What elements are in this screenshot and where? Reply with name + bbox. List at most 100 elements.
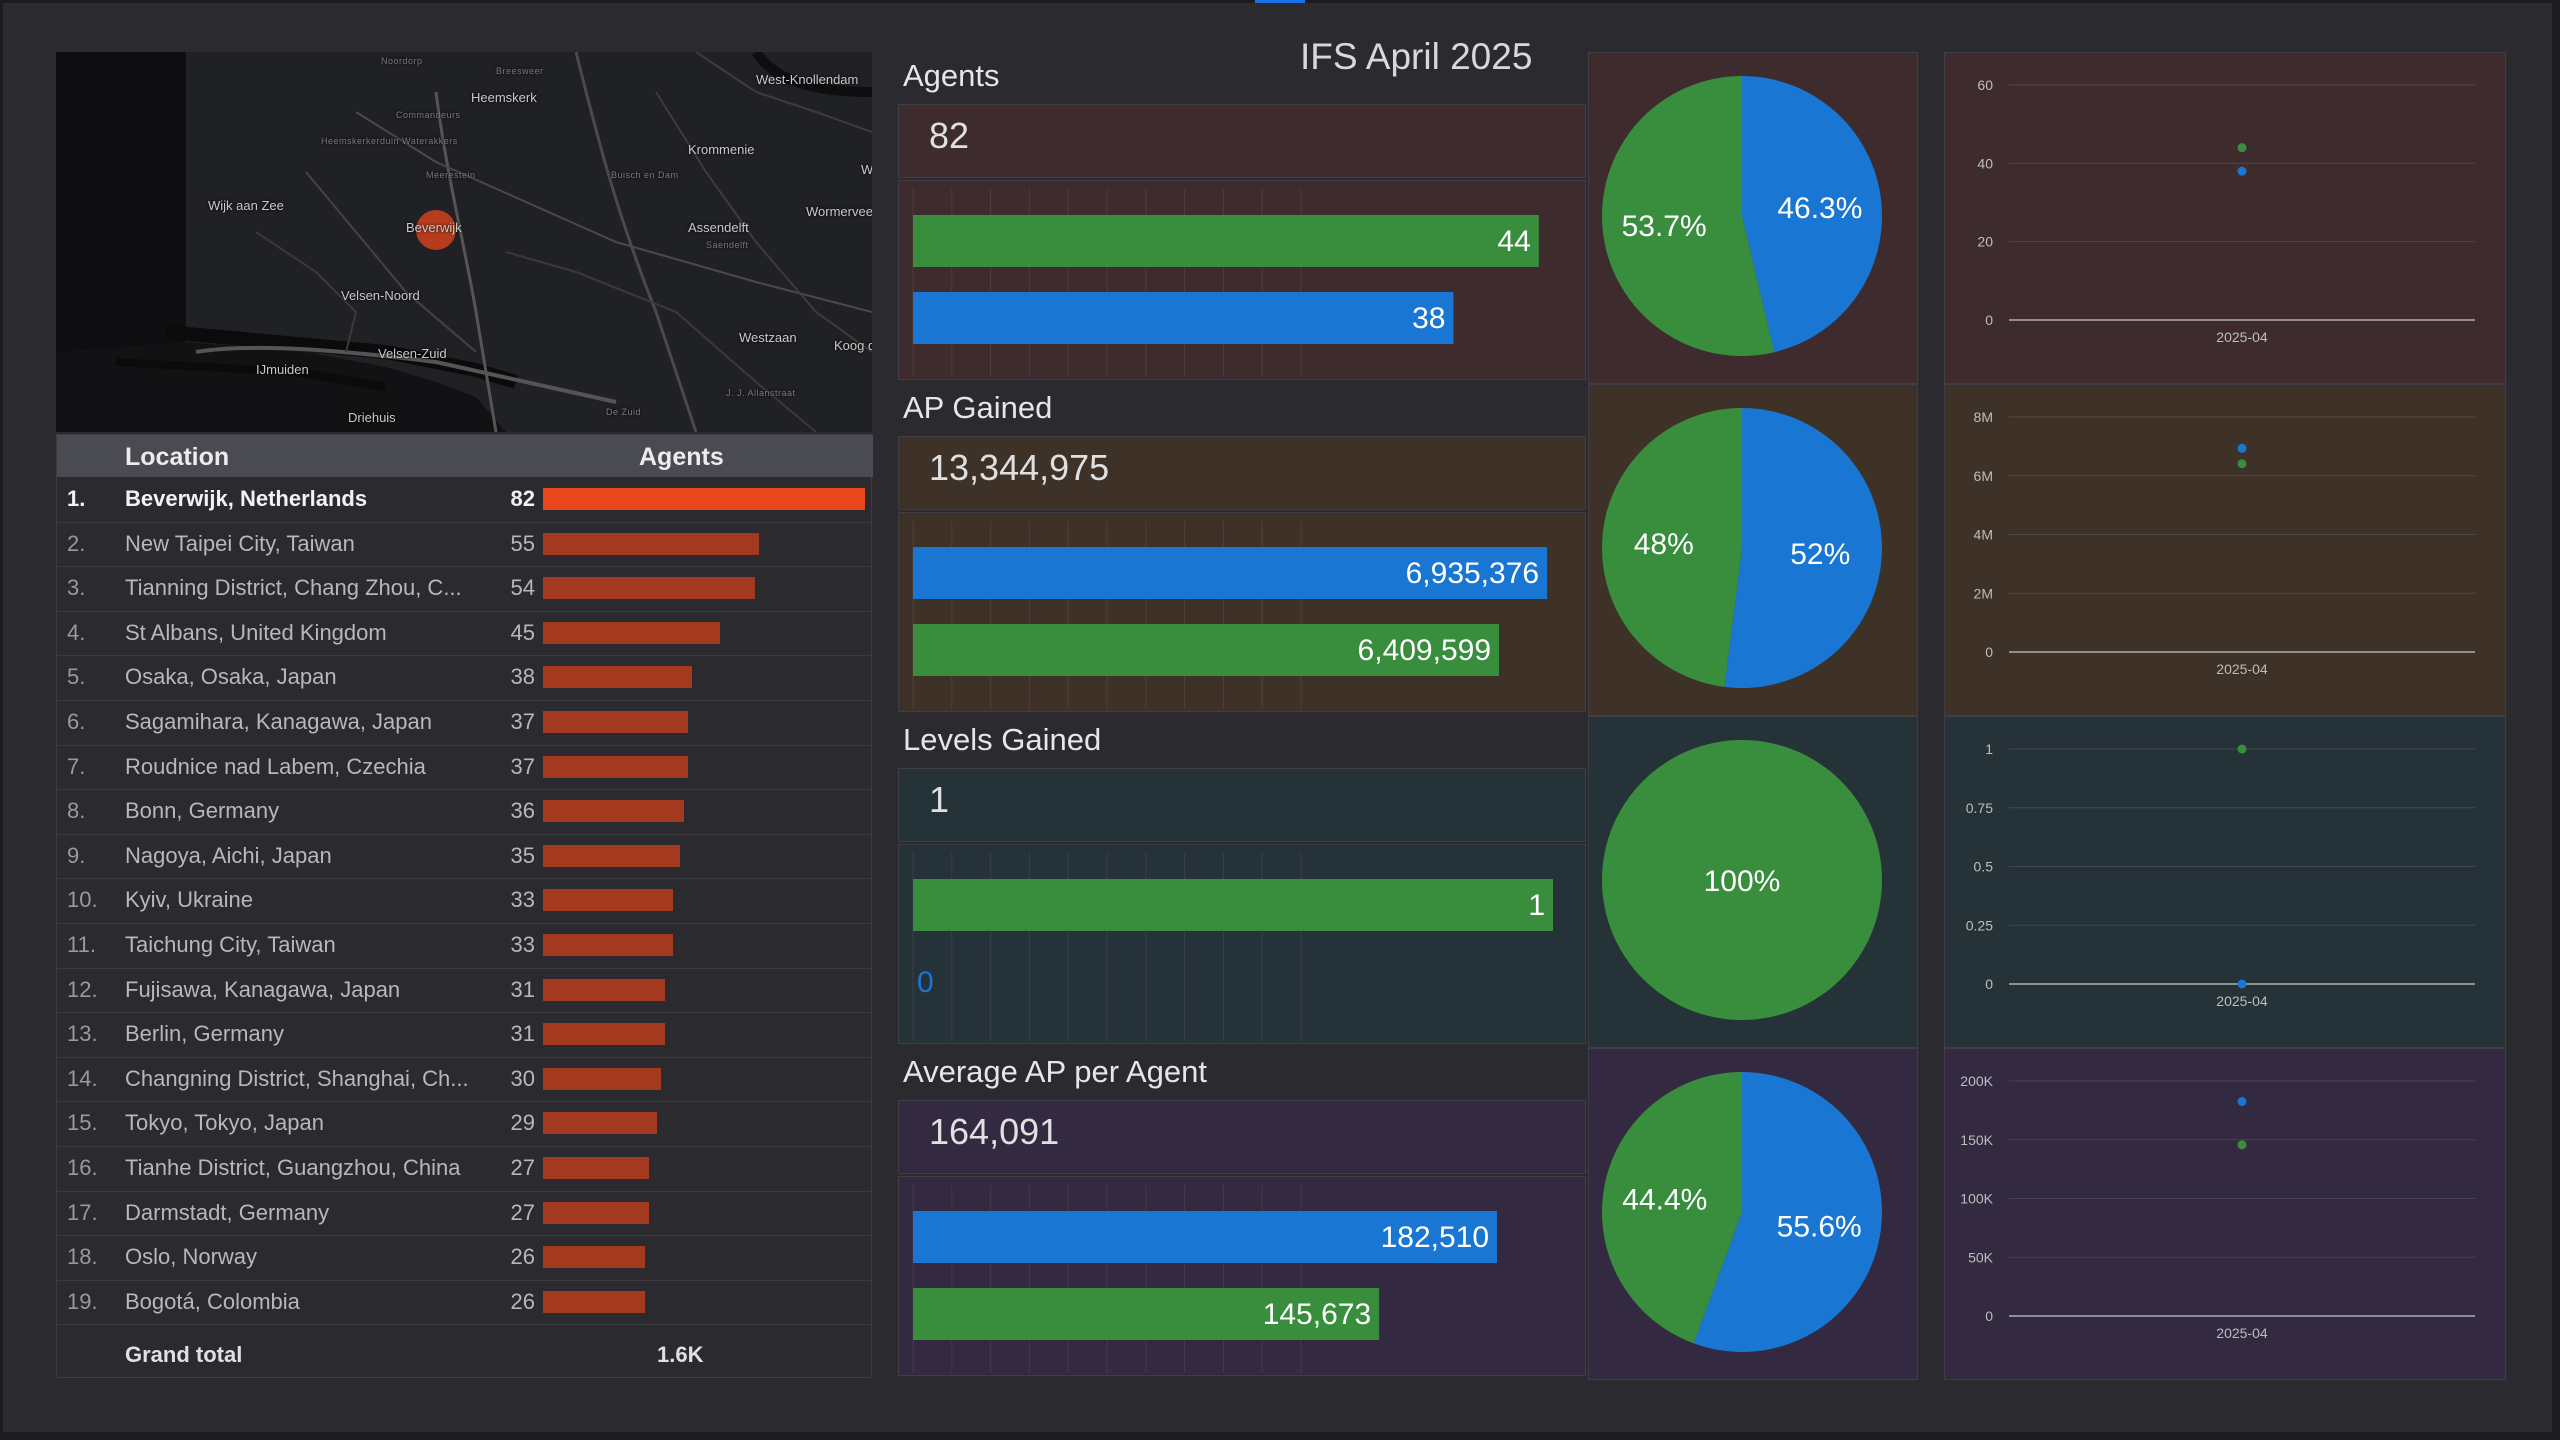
pie-label: 44.4% bbox=[1622, 1183, 1707, 1216]
row-location: Roudnice nad Labem, Czechia bbox=[125, 753, 426, 779]
row-location: New Taipei City, Taiwan bbox=[125, 530, 355, 556]
trend-point-green[interactable] bbox=[2237, 459, 2247, 469]
dashboard-title: IFS April 2025 bbox=[1300, 36, 1533, 77]
row-location: Fujisawa, Kanagawa, Japan bbox=[125, 976, 401, 1002]
pie-label: 52% bbox=[1790, 538, 1850, 571]
bar-green[interactable] bbox=[913, 624, 1500, 676]
pie-slice-blue[interactable] bbox=[1742, 76, 1882, 353]
row-location: St Albans, United Kingdom bbox=[125, 619, 387, 645]
trend-chart: 0 20 40 60 2025-04 bbox=[1944, 52, 2506, 384]
map-label: Meerestein bbox=[426, 170, 476, 180]
bar-green[interactable] bbox=[913, 879, 1553, 931]
row-agents-bar bbox=[543, 934, 673, 956]
pie-slice-green[interactable] bbox=[1602, 740, 1882, 1020]
row-rank: 11. bbox=[67, 932, 96, 957]
row-location: Kyiv, Ukraine bbox=[125, 887, 253, 913]
table-row[interactable]: 13. Berlin, Germany 31 bbox=[57, 1012, 873, 1058]
pie-slice-green[interactable] bbox=[1602, 76, 1775, 356]
column-header-location[interactable]: Location bbox=[125, 443, 230, 471]
table-row[interactable]: 16. Tianhe District, Guangzhou, China 27 bbox=[57, 1146, 873, 1192]
bar-green[interactable] bbox=[913, 215, 1539, 267]
row-rank: 14. bbox=[67, 1065, 98, 1091]
scorecard: 1 bbox=[898, 768, 1586, 842]
table-row[interactable]: 4. St Albans, United Kingdom 45 bbox=[57, 611, 873, 657]
scorecard: 82 bbox=[898, 104, 1586, 178]
trend-point-blue[interactable] bbox=[2237, 1097, 2247, 1107]
table-row[interactable]: 5. Osaka, Osaka, Japan 38 bbox=[57, 655, 873, 701]
table-row[interactable]: 19. Bogotá, Colombia 26 bbox=[57, 1280, 873, 1326]
row-rank: 5. bbox=[67, 664, 86, 690]
row-agents-value: 33 bbox=[510, 932, 535, 957]
table-row[interactable]: 11. Taichung City, Taiwan 33 bbox=[57, 923, 873, 969]
row-location: Bogotá, Colombia bbox=[125, 1288, 300, 1314]
trend-point-blue[interactable] bbox=[2237, 443, 2247, 453]
row-agents-value: 37 bbox=[510, 709, 535, 734]
row-location: Osaka, Osaka, Japan bbox=[125, 664, 337, 690]
row-location: Tokyo, Tokyo, Japan bbox=[125, 1110, 324, 1136]
table-row[interactable]: 10. Kyiv, Ukraine 33 bbox=[57, 878, 873, 924]
trend-y-tick: 6M bbox=[1974, 468, 1993, 484]
pie-slice-blue[interactable] bbox=[1724, 408, 1882, 688]
row-agents-bar bbox=[543, 532, 759, 555]
row-location: Beverwijk, Netherlands bbox=[125, 486, 368, 511]
trend-y-tick: 20 bbox=[1977, 234, 1993, 250]
table-row[interactable]: 15. Tokyo, Tokyo, Japan 29 bbox=[57, 1101, 873, 1147]
trend-y-tick: 60 bbox=[1977, 77, 1993, 93]
row-agents-bar bbox=[543, 1067, 661, 1090]
map-label: Heemskerk bbox=[471, 90, 537, 105]
table-row[interactable]: 7. Roudnice nad Labem, Czechia 37 bbox=[57, 745, 873, 791]
table-row[interactable]: 17. Darmstadt, Germany 27 bbox=[57, 1191, 873, 1237]
table-row[interactable]: 8. Bonn, Germany 36 bbox=[57, 789, 873, 835]
table-row[interactable]: 1. Beverwijk, Netherlands 82 bbox=[57, 477, 873, 523]
row-agents-bar bbox=[543, 1290, 646, 1313]
row-agents-bar bbox=[543, 1023, 665, 1046]
table-row[interactable]: 2. New Taipei City, Taiwan 55 bbox=[57, 522, 873, 568]
bar-blue[interactable] bbox=[913, 1211, 1498, 1263]
trend-x-tick: 2025-04 bbox=[2216, 329, 2268, 345]
table-row[interactable]: 18. Oslo, Norway 26 bbox=[57, 1235, 873, 1281]
row-location: Sagamihara, Kanagawa, Japan bbox=[125, 709, 432, 734]
trend-point-green[interactable] bbox=[2237, 143, 2247, 153]
map-label: IJmuiden bbox=[256, 362, 309, 377]
row-agents-bar bbox=[543, 978, 665, 1001]
location-map[interactable]: Noordorp Breesweer West-Knollendam Heems… bbox=[56, 52, 872, 432]
pie-slice-blue[interactable] bbox=[1693, 1072, 1882, 1352]
column-header-agents[interactable]: Agents bbox=[639, 443, 724, 471]
row-agents-value: 45 bbox=[510, 619, 535, 645]
map-marker-beverwijk[interactable] bbox=[416, 210, 456, 250]
map-label: Saendelft bbox=[706, 240, 749, 250]
bar-chart: 6,935,376 6,409,599 bbox=[898, 512, 1586, 712]
bar-blue[interactable] bbox=[913, 292, 1454, 344]
table-row[interactable]: 9. Nagoya, Aichi, Japan 35 bbox=[57, 834, 873, 880]
trend-point-blue[interactable] bbox=[2237, 166, 2247, 176]
pie-label: 100% bbox=[1704, 865, 1781, 898]
row-agents-value: 38 bbox=[510, 664, 535, 690]
table-row[interactable]: 14. Changning District, Shanghai, Ch... 30 bbox=[57, 1057, 873, 1103]
bar-green[interactable] bbox=[913, 1288, 1380, 1340]
row-location: Changning District, Shanghai, Ch... bbox=[125, 1065, 469, 1091]
table-row[interactable]: 12. Fujisawa, Kanagawa, Japan 31 bbox=[57, 968, 873, 1014]
row-agents-value: 54 bbox=[510, 575, 535, 601]
row-agents-bar bbox=[543, 1157, 650, 1179]
row-agents-value: 29 bbox=[510, 1110, 535, 1136]
trend-y-tick: 0 bbox=[1985, 644, 1993, 660]
bar-chart-svg: 44 38 bbox=[912, 189, 1539, 377]
location-table: Location Agents 1. Beverwijk, Netherlands… bbox=[56, 434, 873, 1378]
row-agents-value: 36 bbox=[510, 798, 535, 824]
trend-chart: 0 2M 4M 6M 8M 2025-04 bbox=[1944, 384, 2506, 716]
pie-label: 46.3% bbox=[1777, 192, 1862, 225]
row-agents-value: 30 bbox=[510, 1065, 535, 1091]
bar-label: 1 bbox=[1528, 889, 1545, 922]
pie-slice-green[interactable] bbox=[1602, 1072, 1742, 1344]
trend-point-blue[interactable] bbox=[2237, 979, 2247, 989]
table-row[interactable]: 6. Sagamihara, Kanagawa, Japan 37 bbox=[57, 700, 873, 746]
row-rank: 12. bbox=[67, 976, 98, 1002]
row-agents-bar bbox=[543, 844, 681, 867]
table-row[interactable]: 3. Tianning District, Chang Zhou, C... 54 bbox=[57, 566, 873, 612]
trend-point-green[interactable] bbox=[2237, 1140, 2247, 1150]
map-label: Westzaan bbox=[739, 330, 797, 345]
trend-point-green[interactable] bbox=[2237, 744, 2247, 754]
pie-slice-green[interactable] bbox=[1601, 408, 1742, 687]
bar-blue[interactable] bbox=[913, 547, 1548, 599]
